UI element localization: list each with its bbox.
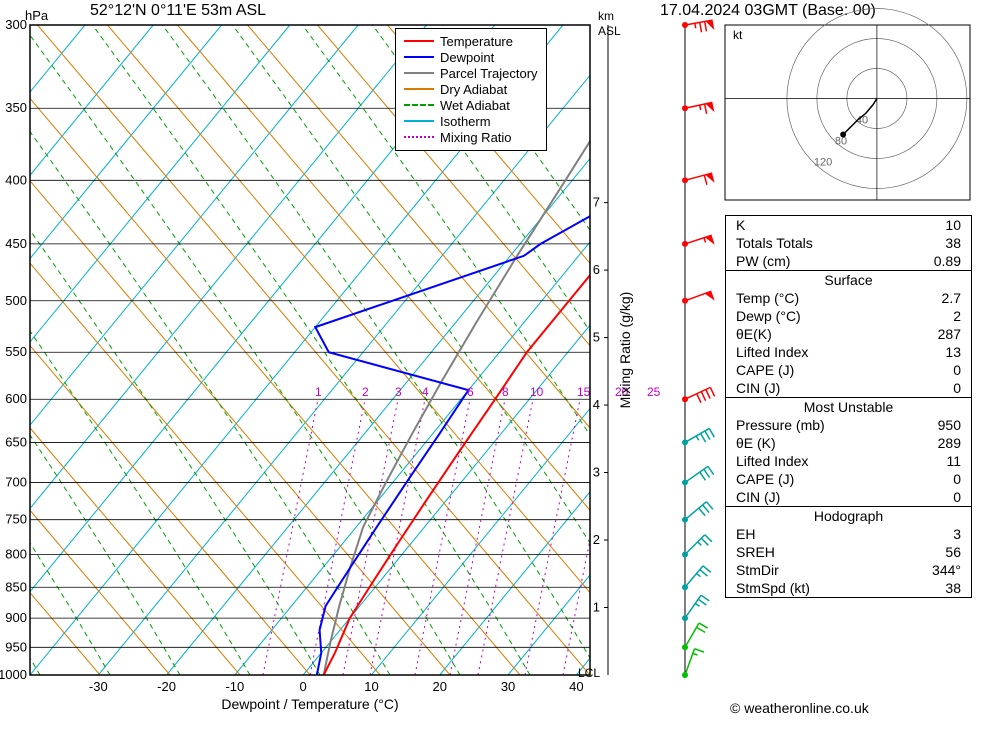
- svg-text:40: 40: [569, 679, 583, 694]
- svg-text:6: 6: [593, 262, 600, 277]
- svg-text:350: 350: [5, 100, 27, 115]
- table-row: CIN (J)0: [726, 488, 971, 506]
- svg-text:Dewpoint / Temperature (°C): Dewpoint / Temperature (°C): [221, 696, 398, 712]
- svg-text:8: 8: [502, 385, 509, 399]
- svg-text:650: 650: [5, 434, 27, 449]
- legend-item: Parcel Trajectory: [404, 66, 538, 81]
- svg-text:450: 450: [5, 236, 27, 251]
- table-row: CAPE (J)0: [726, 361, 971, 379]
- table-row: Pressure (mb)950: [726, 416, 971, 434]
- svg-text:5: 5: [593, 330, 600, 345]
- copyright: © weatheronline.co.uk: [730, 700, 869, 716]
- svg-text:300: 300: [5, 17, 27, 32]
- table-row: CAPE (J)0: [726, 470, 971, 488]
- svg-text:-30: -30: [89, 679, 108, 694]
- svg-text:700: 700: [5, 474, 27, 489]
- table-row: Totals Totals38: [726, 234, 971, 252]
- svg-text:kt: kt: [733, 28, 743, 42]
- indices-table: K10Totals Totals38PW (cm)0.89SurfaceTemp…: [725, 215, 972, 598]
- table-row: K10: [726, 216, 971, 234]
- table-row: θE(K)287: [726, 325, 971, 343]
- table-row: EH3: [726, 525, 971, 543]
- svg-text:2: 2: [362, 385, 369, 399]
- legend-item: Dewpoint: [404, 50, 538, 65]
- table-row: PW (cm)0.89: [726, 252, 971, 270]
- svg-text:hPa: hPa: [25, 8, 49, 23]
- legend-item: Temperature: [404, 34, 538, 49]
- svg-text:7: 7: [593, 195, 600, 210]
- svg-text:1: 1: [315, 385, 322, 399]
- svg-text:20: 20: [433, 679, 447, 694]
- legend-item: Isotherm: [404, 114, 538, 129]
- svg-text:0: 0: [300, 679, 307, 694]
- svg-text:500: 500: [5, 293, 27, 308]
- table-header: Surface: [726, 270, 971, 289]
- svg-text:-20: -20: [157, 679, 176, 694]
- svg-text:900: 900: [5, 610, 27, 625]
- svg-text:km: km: [598, 9, 614, 23]
- table-row: CIN (J)0: [726, 379, 971, 397]
- svg-text:850: 850: [5, 579, 27, 594]
- svg-text:950: 950: [5, 639, 27, 654]
- svg-text:80: 80: [835, 136, 847, 148]
- svg-text:6: 6: [467, 385, 474, 399]
- svg-text:3: 3: [395, 385, 402, 399]
- svg-text:800: 800: [5, 547, 27, 562]
- svg-text:120: 120: [814, 157, 832, 169]
- table-row: Lifted Index13: [726, 343, 971, 361]
- table-row: θE (K)289: [726, 434, 971, 452]
- svg-text:550: 550: [5, 344, 27, 359]
- table-row: StmDir344°: [726, 561, 971, 579]
- svg-text:4: 4: [593, 397, 600, 412]
- table-header: Most Unstable: [726, 397, 971, 416]
- table-row: StmSpd (kt)38: [726, 579, 971, 597]
- svg-text:10: 10: [364, 679, 378, 694]
- table-header: Hodograph: [726, 506, 971, 525]
- svg-text:25: 25: [647, 385, 661, 399]
- legend: TemperatureDewpointParcel TrajectoryDry …: [395, 28, 547, 151]
- legend-item: Mixing Ratio: [404, 130, 538, 145]
- svg-text:10: 10: [530, 385, 544, 399]
- table-row: Temp (°C)2.7: [726, 289, 971, 307]
- legend-item: Dry Adiabat: [404, 82, 538, 97]
- svg-text:15: 15: [577, 385, 591, 399]
- svg-text:4: 4: [422, 385, 429, 399]
- legend-item: Wet Adiabat: [404, 98, 538, 113]
- svg-text:LCL: LCL: [578, 666, 600, 680]
- svg-text:3: 3: [593, 465, 600, 480]
- svg-text:-10: -10: [225, 679, 244, 694]
- svg-text:2: 2: [593, 532, 600, 547]
- table-row: Lifted Index11: [726, 452, 971, 470]
- table-row: Dewp (°C)2: [726, 307, 971, 325]
- svg-text:1: 1: [593, 600, 600, 615]
- svg-text:400: 400: [5, 172, 27, 187]
- svg-text:1000: 1000: [0, 667, 27, 682]
- svg-text:ASL: ASL: [598, 24, 621, 38]
- svg-text:30: 30: [501, 679, 515, 694]
- svg-text:600: 600: [5, 391, 27, 406]
- svg-text:750: 750: [5, 512, 27, 527]
- table-row: SREH56: [726, 543, 971, 561]
- svg-text:Mixing Ratio (g/kg): Mixing Ratio (g/kg): [617, 292, 633, 409]
